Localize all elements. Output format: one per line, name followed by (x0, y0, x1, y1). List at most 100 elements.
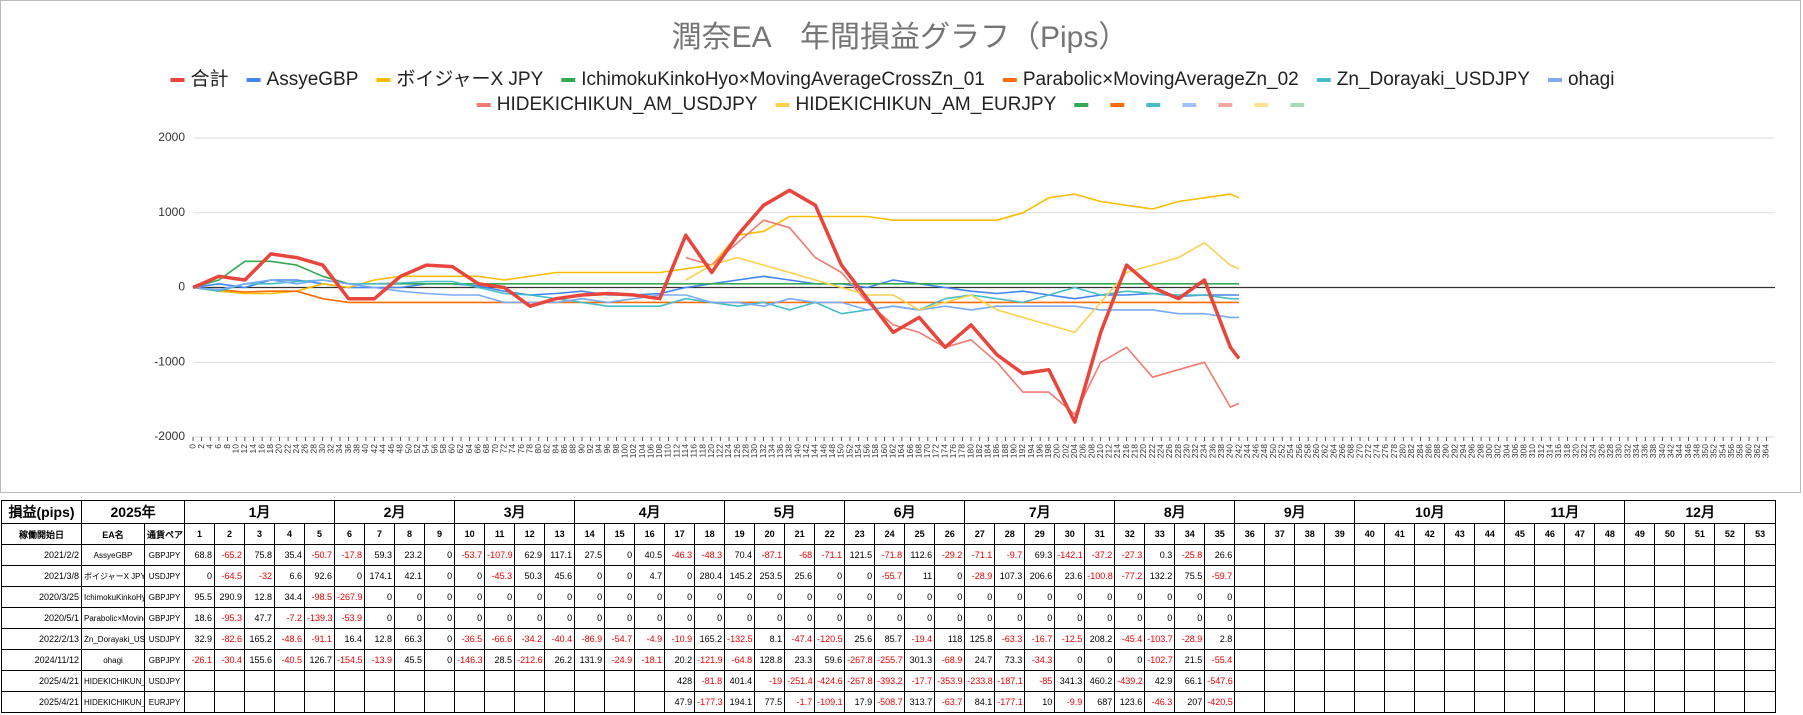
x-tick-label: 98 (611, 444, 621, 454)
value-cell: 26.2 (544, 649, 576, 671)
x-tick-label: 190 (1009, 444, 1019, 458)
value-cell: 0 (364, 607, 396, 629)
value-cell (1384, 544, 1416, 566)
x-tick-label: 180 (965, 444, 975, 458)
ea-name: Zn_Dorayaki_USDJPY (81, 628, 146, 650)
value-cell (1294, 691, 1326, 713)
value-cell: 2.8 (1204, 628, 1236, 650)
value-cell: 0.3 (1144, 544, 1176, 566)
table: 損益(pips) 2025年 1月 2月 3月 4月 5月 6月 7月 8月 9月 10月 11月 12月… (0, 500, 1776, 713)
y-tick-label: -2000 (154, 429, 185, 443)
value-cell: 66.3 (394, 628, 426, 650)
value-cell: -68.9 (934, 649, 966, 671)
x-tick-label: 236 (1207, 444, 1217, 458)
value-cell (184, 691, 216, 713)
value-cell (1684, 628, 1716, 650)
value-cell: 23.2 (394, 544, 426, 566)
x-tick-label: 268 (1346, 444, 1356, 458)
value-cell: 126.7 (304, 649, 336, 671)
value-cell: 0 (1204, 607, 1236, 629)
value-cell: 62.9 (514, 544, 546, 566)
x-tick-label: 364 (1761, 444, 1771, 458)
value-cell: 66.1 (1174, 670, 1206, 692)
value-cell: -251.4 (784, 670, 816, 692)
value-cell: -212.6 (514, 649, 546, 671)
value-cell: 0 (604, 565, 636, 587)
value-cell (1324, 544, 1356, 566)
value-cell (1744, 565, 1776, 587)
value-cell: 0 (994, 586, 1026, 608)
week-header: 43 (1444, 523, 1476, 545)
data-row: 2021/3/8 ボイジャーX JPY USDJPY 0 -64.5 -32 6.6 92.6… (0, 565, 1776, 587)
value-cell: 0 (394, 607, 426, 629)
value-cell (1294, 565, 1326, 587)
value-cell: 24.7 (964, 649, 996, 671)
week-header: 4 (274, 523, 306, 545)
series-line (192, 279, 1239, 315)
value-cell (214, 691, 246, 713)
value-cell (484, 670, 516, 692)
x-tick-label: 256 (1294, 444, 1304, 458)
x-tick-label: 290 (1441, 444, 1451, 458)
value-cell (1384, 691, 1416, 713)
value-cell (1594, 586, 1626, 608)
value-cell: -95.3 (214, 607, 246, 629)
ea-name: Parabolic×MovingAverageZn_02 (81, 607, 146, 629)
value-cell: -267.8 (844, 649, 876, 671)
value-cell (1624, 628, 1656, 650)
start-date: 2020/3/25 (0, 586, 83, 608)
value-cell (1624, 607, 1656, 629)
value-cell (1234, 649, 1266, 671)
x-tick-label: 12 (239, 444, 249, 454)
value-cell: 0 (1024, 607, 1056, 629)
x-tick-label: 280 (1398, 444, 1408, 458)
week-header: 46 (1534, 523, 1566, 545)
x-tick-label: 344 (1674, 444, 1684, 458)
value-cell (1624, 586, 1656, 608)
value-cell: 128.8 (754, 649, 786, 671)
x-tick-label: 148 (827, 444, 837, 458)
value-cell (1474, 565, 1506, 587)
value-cell: -19 (754, 670, 786, 692)
value-cell: -46.3 (1144, 691, 1176, 713)
value-cell: -547.6 (1204, 670, 1236, 692)
value-cell: 0 (994, 607, 1026, 629)
x-tick-label: 162 (887, 444, 897, 458)
x-tick-label: 270 (1354, 444, 1364, 458)
x-tick-label: 346 (1683, 444, 1693, 458)
column-header: EA名 (81, 523, 146, 545)
x-tick-label: 110 (663, 444, 673, 458)
week-header: 22 (814, 523, 846, 545)
x-tick-label: 132 (758, 444, 768, 458)
week-header: 51 (1684, 523, 1716, 545)
x-tick-label: 146 (818, 444, 828, 458)
value-cell: 68.8 (184, 544, 216, 566)
week-header: 42 (1414, 523, 1446, 545)
week-header: 14 (574, 523, 606, 545)
value-cell: 0 (1204, 586, 1236, 608)
x-tick-label: 92 (585, 444, 595, 454)
chart: 潤奈EA 年間損益グラフ（Pips） -2000-100001000200002… (0, 0, 1801, 493)
series-line (192, 279, 1239, 319)
value-cell (1684, 607, 1716, 629)
x-tick-label: 184 (983, 444, 993, 458)
value-cell: 0 (424, 544, 456, 566)
value-cell (1324, 670, 1356, 692)
value-cell (604, 691, 636, 713)
value-cell: 0 (364, 586, 396, 608)
value-cell (1594, 565, 1626, 587)
pair: USDJPY (144, 628, 186, 650)
value-cell (1444, 649, 1476, 671)
y-tick-label: 1000 (158, 205, 185, 219)
value-cell: 45.6 (544, 565, 576, 587)
value-cell (1564, 565, 1596, 587)
value-cell: 0 (874, 586, 906, 608)
value-cell: -139.3 (304, 607, 336, 629)
x-tick-label: 10 (230, 444, 240, 454)
value-cell (1624, 544, 1656, 566)
value-cell: 0 (844, 565, 876, 587)
value-cell (1474, 544, 1506, 566)
value-cell: 145.2 (724, 565, 756, 587)
value-cell: 59.6 (814, 649, 846, 671)
x-tick-label: 140 (792, 444, 802, 458)
